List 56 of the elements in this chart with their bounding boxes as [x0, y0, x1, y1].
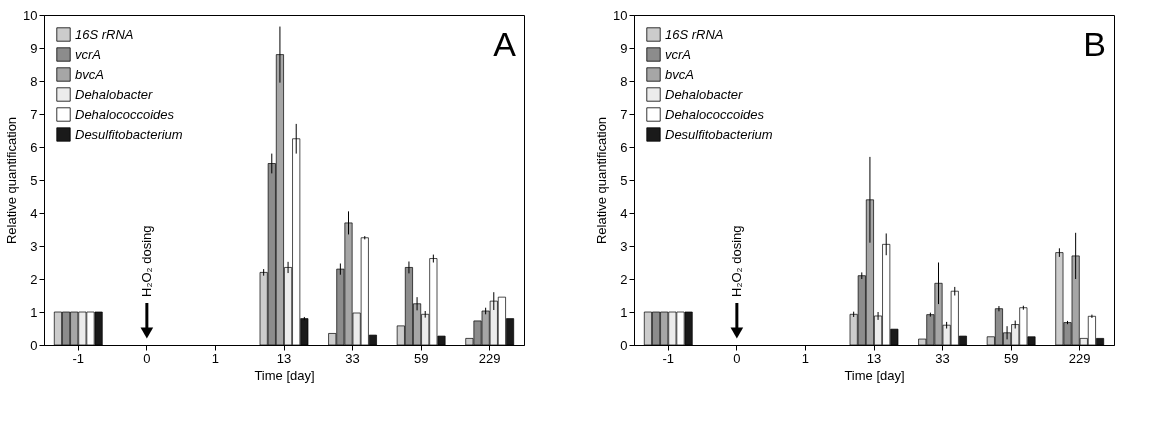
- y-tick-label: 4: [30, 205, 38, 221]
- y-tick-label: 3: [620, 238, 628, 254]
- y-tick-label: 9: [620, 40, 628, 56]
- x-tick-label: 0: [143, 350, 151, 366]
- y-tick-label: 2: [30, 271, 38, 287]
- y-tick-label: 7: [620, 106, 628, 122]
- y-tick-label: 8: [620, 73, 628, 89]
- legend-label: 16S rRNA: [665, 26, 724, 42]
- x-tick-label: -1: [662, 350, 675, 366]
- y-tick-label: 10: [23, 7, 38, 23]
- legend-label: Dehalobacter: [75, 86, 153, 102]
- x-tick-label: 59: [1003, 350, 1019, 366]
- x-tick-label: -1: [72, 350, 85, 366]
- y-tick-label: 2: [620, 271, 628, 287]
- y-tick-label: 0: [620, 337, 628, 353]
- x-tick-label: 229: [1068, 350, 1091, 366]
- y-tick-label: 1: [30, 304, 38, 320]
- x-tick-label: 1: [211, 350, 220, 366]
- y-axis-title: Relative quantification: [594, 116, 610, 245]
- legend-label: bvcA: [665, 66, 694, 82]
- x-tick-label: 0: [733, 350, 741, 366]
- annotation: H₂O₂ dosing: [728, 225, 744, 297]
- legend-label: vcrA: [75, 46, 101, 62]
- legend-label: Desulfitobacterium: [665, 126, 773, 142]
- y-axis-title: Relative quantification: [4, 116, 20, 245]
- annotation: B: [1083, 25, 1106, 63]
- legend-label: Dehalococcoides: [665, 106, 765, 122]
- y-tick-label: 7: [30, 106, 38, 122]
- annotation: H₂O₂ dosing: [138, 225, 154, 297]
- y-tick-label: 0: [30, 337, 38, 353]
- x-tick-label: 1: [801, 350, 810, 366]
- y-tick-label: 6: [620, 139, 628, 155]
- legend-label: 16S rRNA: [75, 26, 134, 42]
- legend-label: vcrA: [665, 46, 691, 62]
- legend-label: Dehalococcoides: [75, 106, 175, 122]
- x-tick-label: 13: [866, 350, 882, 366]
- y-tick-label: 5: [620, 172, 628, 188]
- y-tick-label: 8: [30, 73, 38, 89]
- x-tick-label: 59: [413, 350, 429, 366]
- legend-label: Dehalobacter: [665, 86, 743, 102]
- x-axis-title: Time [day]: [254, 367, 315, 383]
- legend-label: Desulfitobacterium: [75, 126, 183, 142]
- x-tick-label: 13: [276, 350, 292, 366]
- x-tick-label: 229: [478, 350, 501, 366]
- annotation: A: [493, 25, 517, 63]
- y-tick-label: 9: [30, 40, 38, 56]
- y-tick-label: 1: [620, 304, 628, 320]
- y-tick-label: 4: [620, 205, 628, 221]
- y-tick-label: 3: [30, 238, 38, 254]
- y-tick-label: 5: [30, 172, 38, 188]
- x-tick-label: 33: [935, 350, 950, 366]
- x-axis-title: Time [day]: [844, 367, 905, 383]
- y-tick-label: 10: [613, 7, 628, 23]
- y-tick-label: 6: [30, 139, 38, 155]
- legend-label: bvcA: [75, 66, 104, 82]
- x-tick-label: 33: [345, 350, 360, 366]
